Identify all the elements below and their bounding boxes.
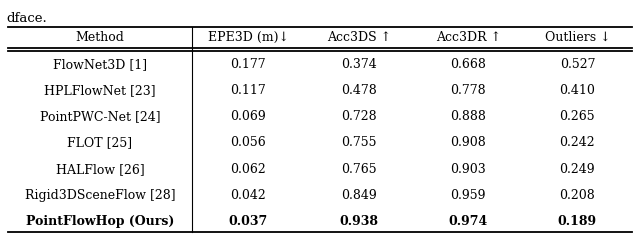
Text: PointPWC-Net [24]: PointPWC-Net [24] [40,110,161,123]
Text: Acc3DR ↑: Acc3DR ↑ [436,31,500,44]
Text: dface.: dface. [6,12,47,25]
Text: FLOT [25]: FLOT [25] [67,137,132,150]
Text: 0.527: 0.527 [559,58,595,71]
Text: Method: Method [76,31,124,44]
Text: PointFlowHop (Ours): PointFlowHop (Ours) [26,215,174,228]
Text: 0.189: 0.189 [558,215,597,228]
Text: 0.888: 0.888 [451,110,486,123]
Text: 0.117: 0.117 [230,84,266,97]
Text: 0.908: 0.908 [451,137,486,150]
Text: 0.668: 0.668 [451,58,486,71]
Text: 0.778: 0.778 [451,84,486,97]
Text: 0.903: 0.903 [451,163,486,176]
Text: 0.242: 0.242 [559,137,595,150]
Text: 0.959: 0.959 [451,189,486,202]
Text: 0.042: 0.042 [230,189,266,202]
Text: 0.177: 0.177 [230,58,266,71]
Text: 0.849: 0.849 [341,189,377,202]
Text: 0.037: 0.037 [228,215,268,228]
Text: Acc3DS ↑: Acc3DS ↑ [327,31,391,44]
Text: 0.974: 0.974 [449,215,488,228]
Text: 0.410: 0.410 [559,84,595,97]
Text: 0.938: 0.938 [339,215,378,228]
Text: 0.765: 0.765 [341,163,377,176]
Text: 0.249: 0.249 [559,163,595,176]
Text: 0.265: 0.265 [559,110,595,123]
Text: 0.056: 0.056 [230,137,266,150]
Text: Outliers ↓: Outliers ↓ [545,31,610,44]
Text: 0.208: 0.208 [559,189,595,202]
Text: FlowNet3D [1]: FlowNet3D [1] [53,58,147,71]
Text: 0.374: 0.374 [341,58,377,71]
Text: 0.062: 0.062 [230,163,266,176]
Text: 0.728: 0.728 [341,110,377,123]
Text: Rigid3DSceneFlow [28]: Rigid3DSceneFlow [28] [25,189,175,202]
Text: HPLFlowNet [23]: HPLFlowNet [23] [44,84,156,97]
Text: 0.069: 0.069 [230,110,266,123]
Text: 0.478: 0.478 [341,84,377,97]
Text: EPE3D (m)↓: EPE3D (m)↓ [208,31,289,44]
Text: HALFlow [26]: HALFlow [26] [56,163,145,176]
Text: 0.755: 0.755 [341,137,377,150]
